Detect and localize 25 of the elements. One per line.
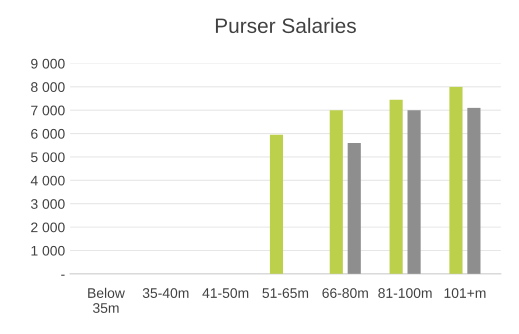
- y-tick-label: 2 000: [31, 222, 65, 232]
- y-tick-label: 3 000: [30, 199, 65, 209]
- bar: [270, 134, 284, 274]
- x-tick-label: 81-100m: [378, 288, 432, 298]
- y-tick-label: 9 000: [31, 58, 65, 69]
- y-tick-label: 5 000: [31, 152, 65, 162]
- x-tick-label: 101+m: [444, 288, 486, 298]
- x-tick-label: Below 35m: [88, 288, 125, 313]
- x-tick-label: 51-65m: [262, 288, 308, 298]
- bar: [449, 86, 463, 274]
- x-tick-label: 41-50m: [202, 288, 248, 298]
- bar: [390, 100, 403, 274]
- y-tick-label: -: [61, 274, 65, 276]
- bar: [348, 142, 361, 274]
- y-tick-label: 8 000: [31, 82, 65, 92]
- bar: [408, 110, 421, 274]
- x-tick-label: 66-80m: [322, 288, 368, 298]
- y-tick-label: 1 000: [32, 246, 65, 256]
- bar: [330, 110, 343, 274]
- chart-title: Purser Salaries: [216, 18, 356, 34]
- bar: [467, 108, 480, 274]
- x-tick-label: 35-40m: [142, 288, 188, 298]
- y-tick-label: 4 000: [30, 176, 65, 186]
- y-tick-label: 6 000: [31, 128, 65, 139]
- y-tick-label: 7 000: [31, 106, 65, 116]
